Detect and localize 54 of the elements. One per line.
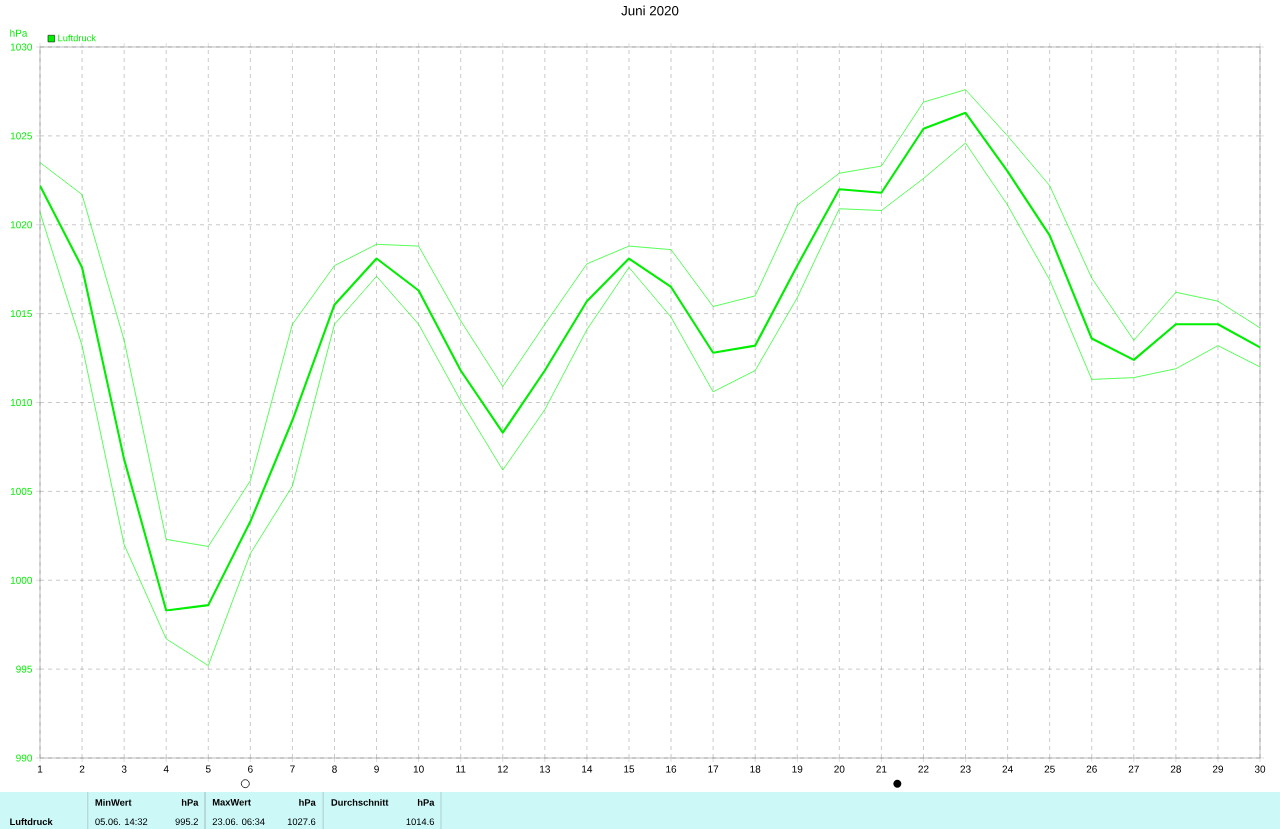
x-tick-label: 1 — [37, 765, 43, 773]
y-tick-label: 990 — [16, 754, 32, 762]
x-tick-label: 24 — [1002, 765, 1013, 773]
y-tick-label: 1025 — [10, 132, 32, 140]
text: MinWert — [95, 798, 132, 806]
x-tick-label: 27 — [1128, 765, 1139, 773]
y-tick-label: 1000 — [10, 576, 32, 584]
x-tick-label: 26 — [1086, 765, 1097, 773]
y-tick-label: 1005 — [10, 487, 32, 495]
text: hPa — [299, 798, 316, 806]
text: hPa — [181, 798, 199, 806]
x-tick-label: 20 — [834, 765, 845, 773]
text: 995.2 — [175, 818, 198, 825]
text: 05.06. 14:32 — [95, 818, 148, 825]
text: 1014.6 — [406, 818, 434, 825]
text: hPa — [417, 798, 435, 806]
x-tick-label: 23 — [960, 765, 971, 773]
x-tick-label: 4 — [163, 765, 169, 773]
x-tick-label: 28 — [1170, 765, 1181, 773]
x-tick-label: 15 — [624, 765, 635, 773]
text: 1027.6 — [287, 818, 316, 825]
x-tick-label: 7 — [290, 765, 295, 773]
x-tick-label: 13 — [540, 765, 550, 773]
x-tick-label: 9 — [374, 765, 379, 773]
x-tick-label: 11 — [456, 765, 466, 773]
text: MaxWert — [212, 799, 251, 806]
text: Durchschnitt — [331, 798, 389, 806]
x-tick-label: 3 — [121, 765, 127, 773]
y-tick-label: 995 — [16, 665, 32, 673]
x-tick-label: 19 — [792, 765, 803, 773]
x-tick-label: 10 — [413, 765, 424, 773]
text: Luftdruck — [10, 818, 53, 826]
x-tick-label: 17 — [708, 765, 719, 773]
text: 23.06. 06:34 — [212, 818, 265, 825]
x-tick-label: 16 — [666, 765, 677, 773]
x-tick-label: 6 — [248, 765, 253, 773]
x-tick-label: 18 — [750, 765, 761, 773]
y-axis-title: hPa — [10, 29, 28, 37]
y-tick-label: 1015 — [10, 310, 32, 318]
x-tick-label: 12 — [497, 765, 508, 773]
x-tick-label: 30 — [1254, 765, 1266, 773]
x-tick-label: 5 — [205, 765, 211, 773]
y-tick-label: 1030 — [10, 43, 32, 51]
x-tick-label: 14 — [582, 765, 593, 773]
x-tick-label: 2 — [79, 765, 85, 773]
y-tick-label: 1010 — [10, 398, 32, 407]
x-tick-label: 29 — [1212, 765, 1224, 773]
x-tick-label: 22 — [918, 765, 929, 773]
chart-title: Juni 2020 — [621, 5, 679, 16]
y-tick-label: 1020 — [10, 221, 32, 229]
x-tick-label: 25 — [1044, 765, 1055, 773]
legend-label: Luftdruck — [58, 34, 96, 42]
x-tick-label: 8 — [332, 765, 337, 773]
x-tick-label: 21 — [876, 765, 887, 773]
